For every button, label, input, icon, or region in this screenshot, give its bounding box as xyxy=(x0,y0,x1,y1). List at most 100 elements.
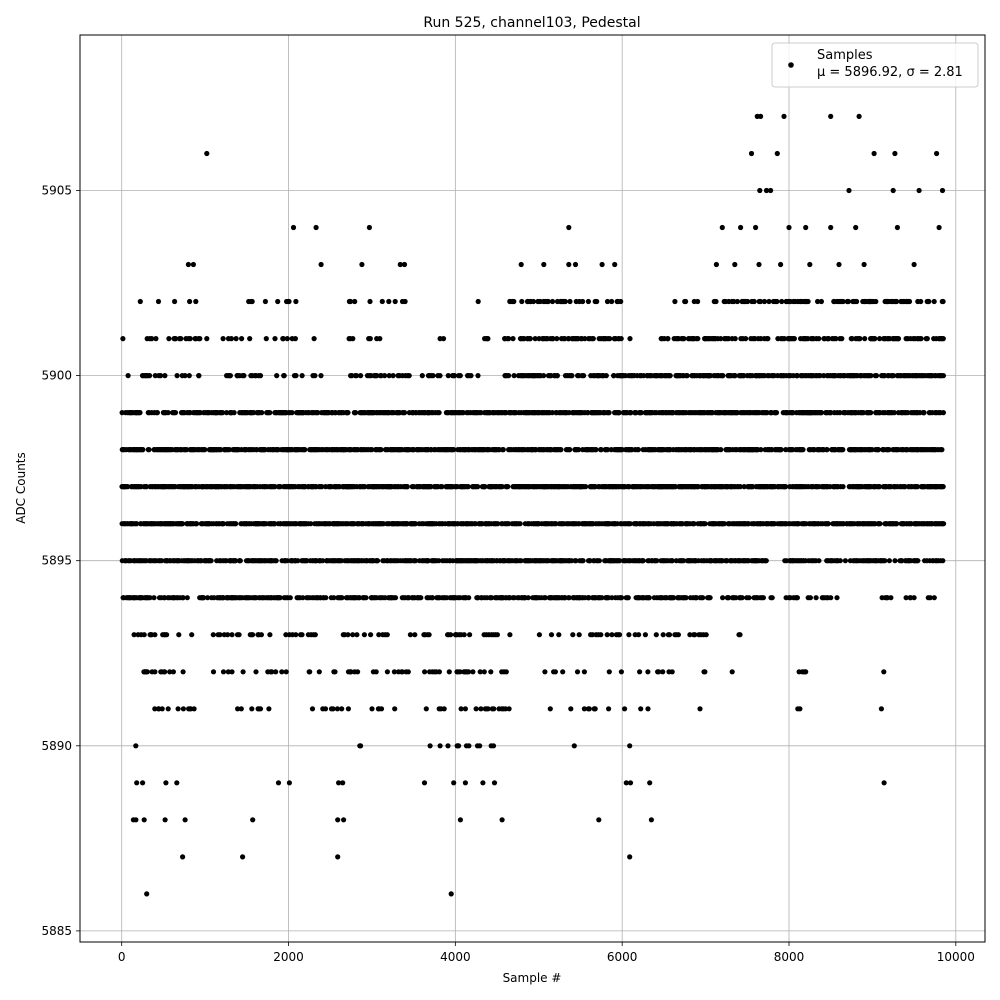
data-point xyxy=(609,595,615,601)
data-point xyxy=(836,261,842,268)
data-point xyxy=(379,298,385,305)
data-point xyxy=(892,558,898,564)
data-point xyxy=(249,706,255,712)
data-point xyxy=(266,706,272,712)
data-point xyxy=(182,373,188,379)
data-point xyxy=(681,336,687,342)
data-point xyxy=(154,410,160,416)
data-point xyxy=(560,669,566,675)
data-point xyxy=(778,261,784,268)
data-point xyxy=(293,373,299,379)
data-point xyxy=(436,410,442,416)
data-point xyxy=(590,336,596,342)
data-point xyxy=(141,632,147,638)
data-point xyxy=(766,298,772,305)
data-point xyxy=(217,632,223,638)
data-point xyxy=(295,558,301,564)
data-point xyxy=(451,780,457,786)
data-point xyxy=(491,706,497,712)
data-point xyxy=(703,632,709,638)
data-point xyxy=(339,706,345,712)
data-point xyxy=(175,706,181,712)
data-point xyxy=(440,336,447,342)
data-point xyxy=(618,336,624,342)
data-point xyxy=(235,706,241,712)
data-point xyxy=(638,410,644,416)
data-point xyxy=(316,669,322,675)
data-point xyxy=(702,521,708,527)
legend-entry-stats: μ = 5896.92, σ = 2.81 xyxy=(817,65,963,80)
data-point xyxy=(204,336,210,342)
data-point xyxy=(144,669,150,675)
data-point xyxy=(377,336,383,342)
data-point xyxy=(503,669,509,675)
data-point xyxy=(125,484,131,490)
data-point xyxy=(220,336,226,342)
data-point xyxy=(840,484,846,490)
data-point xyxy=(155,298,162,305)
data-point xyxy=(748,150,755,157)
data-point xyxy=(490,743,497,749)
data-point xyxy=(167,669,173,675)
data-point xyxy=(149,336,155,342)
data-point xyxy=(568,706,574,712)
data-point xyxy=(891,410,897,416)
data-point xyxy=(886,558,893,564)
data-point xyxy=(862,336,868,342)
data-point xyxy=(249,298,255,305)
data-point xyxy=(422,669,428,675)
data-point xyxy=(669,669,675,675)
data-point xyxy=(580,558,586,564)
data-point xyxy=(134,521,140,527)
data-point xyxy=(274,373,280,379)
data-point xyxy=(152,632,158,638)
data-point xyxy=(547,706,553,712)
data-point xyxy=(854,298,860,305)
data-point xyxy=(201,595,207,601)
data-point xyxy=(359,261,365,268)
data-point xyxy=(936,224,942,231)
data-point xyxy=(873,298,879,305)
data-point xyxy=(627,743,633,749)
data-point xyxy=(542,669,548,675)
data-point xyxy=(609,298,615,305)
data-point xyxy=(205,595,211,601)
data-point xyxy=(163,780,169,786)
data-point xyxy=(556,632,562,638)
data-point xyxy=(263,336,269,342)
data-point xyxy=(147,595,153,601)
data-point xyxy=(576,632,582,638)
data-point xyxy=(345,706,351,712)
data-point xyxy=(845,298,852,305)
data-point xyxy=(281,373,287,379)
data-point xyxy=(283,669,289,675)
data-point xyxy=(322,706,329,712)
data-point xyxy=(731,298,737,305)
data-point xyxy=(210,632,216,638)
x-tick-label: 4000 xyxy=(440,950,471,964)
data-point xyxy=(899,558,905,564)
data-point xyxy=(720,595,726,601)
data-point xyxy=(817,373,823,379)
data-point xyxy=(166,336,172,342)
data-point xyxy=(162,817,168,823)
data-point xyxy=(477,669,483,675)
data-point xyxy=(250,817,256,823)
data-point xyxy=(272,336,278,342)
data-point xyxy=(868,410,874,416)
data-point xyxy=(369,447,375,453)
data-point xyxy=(803,224,809,231)
data-point xyxy=(225,632,231,638)
data-point xyxy=(506,521,512,527)
data-point xyxy=(940,336,946,342)
data-point xyxy=(732,261,738,268)
data-point xyxy=(240,669,246,675)
data-point xyxy=(237,558,243,564)
data-point xyxy=(648,817,655,823)
data-point xyxy=(151,595,157,601)
data-point xyxy=(914,484,921,490)
data-point xyxy=(605,447,611,453)
data-point xyxy=(818,410,825,416)
data-point xyxy=(734,298,741,305)
chart-title: Run 525, channel103, Pedestal xyxy=(423,15,640,31)
